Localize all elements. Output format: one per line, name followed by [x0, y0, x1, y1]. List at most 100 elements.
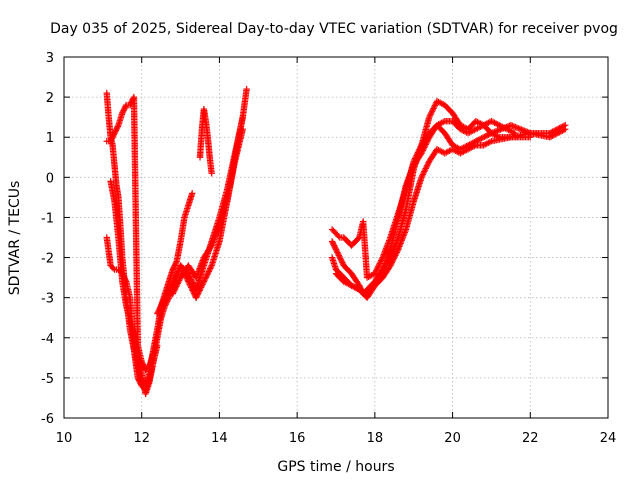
- data-point: [207, 243, 214, 251]
- data-point: [202, 274, 210, 281]
- data-point: [481, 133, 488, 141]
- data-point: [430, 105, 437, 112]
- data-point: [239, 126, 246, 133]
- data-point: [416, 144, 424, 152]
- data-point: [521, 127, 528, 134]
- data-point: [155, 307, 162, 314]
- data-point: [372, 268, 379, 276]
- data-point: [393, 249, 400, 256]
- data-point: [527, 134, 534, 141]
- data-point: [390, 256, 397, 263]
- data-point: [479, 134, 487, 141]
- data-point: [373, 266, 381, 273]
- data-point: [335, 232, 342, 240]
- data-point: [387, 260, 395, 268]
- data-point: [189, 279, 196, 286]
- x-tick-labels: 10 12 14 16 18 20 22 24: [56, 431, 617, 446]
- data-point: [169, 278, 176, 285]
- data-point: [387, 262, 394, 269]
- data-point: [333, 247, 340, 255]
- data-point: [510, 123, 518, 130]
- y-tick-label: -4: [41, 332, 54, 347]
- data-point: [394, 247, 401, 255]
- data-point: [171, 287, 178, 294]
- data-point: [418, 174, 425, 181]
- y-tick-label: 1: [46, 131, 54, 146]
- data-point: [332, 244, 339, 252]
- data-point: [560, 122, 568, 130]
- x-tick-label: 16: [289, 431, 306, 446]
- data-point: [204, 271, 211, 278]
- data-point: [411, 155, 419, 162]
- data-point: [423, 163, 430, 171]
- data-point: [431, 103, 438, 111]
- y-tick-label: -6: [41, 412, 54, 427]
- data-point: [390, 255, 398, 262]
- data-point: [423, 162, 431, 169]
- data-point: [187, 274, 194, 282]
- data-point: [421, 168, 428, 175]
- data-point: [485, 131, 492, 138]
- data-point: [509, 122, 516, 130]
- data-point: [516, 125, 524, 133]
- data-point: [482, 132, 489, 140]
- data-point: [421, 166, 429, 174]
- x-tick-label: 12: [133, 431, 150, 446]
- data-point: [173, 271, 180, 278]
- y-tick-label: -2: [41, 252, 54, 267]
- x-tick-label: 18: [367, 431, 384, 446]
- data-point: [173, 281, 181, 289]
- data-point: [198, 282, 205, 290]
- data-point: [196, 287, 203, 294]
- series-track-i: [328, 97, 569, 297]
- data-point: [171, 286, 179, 293]
- data-point: [186, 273, 193, 280]
- data-point: [416, 146, 423, 153]
- data-points: [103, 85, 569, 398]
- data-point: [522, 128, 530, 135]
- data-point: [175, 266, 182, 274]
- data-point: [491, 128, 498, 136]
- data-point: [411, 156, 418, 164]
- data-point: [173, 269, 181, 277]
- data-point: [546, 130, 553, 137]
- y-tick-label: -1: [41, 211, 54, 226]
- data-point: [202, 275, 209, 282]
- data-point: [391, 253, 398, 261]
- data-point: [426, 113, 433, 121]
- y-tick-label: 0: [46, 171, 54, 186]
- data-point: [163, 291, 170, 298]
- chart-title: Day 035 of 2025, Sidereal Day-to-day VTE…: [50, 21, 618, 37]
- data-point: [172, 284, 179, 292]
- data-point: [194, 291, 201, 298]
- x-tick-label: 20: [444, 431, 461, 446]
- series-track-h: [192, 126, 246, 301]
- data-point: [197, 285, 204, 293]
- data-point: [389, 258, 396, 265]
- series-track-k: [332, 134, 534, 301]
- data-point: [334, 249, 341, 256]
- series-track-c: [103, 93, 157, 374]
- data-point: [427, 111, 434, 118]
- data-point: [518, 126, 525, 133]
- data-point: [175, 278, 182, 286]
- data-point: [418, 172, 426, 180]
- data-point: [207, 265, 214, 272]
- data-point: [410, 158, 417, 165]
- data-point: [549, 128, 556, 135]
- data-point: [492, 128, 500, 135]
- data-point: [388, 259, 396, 266]
- data-point: [562, 121, 569, 129]
- data-point: [156, 306, 163, 313]
- data-point: [174, 280, 181, 287]
- data-point: [375, 263, 382, 270]
- data-point: [426, 112, 434, 119]
- data-point: [419, 171, 427, 178]
- y-tick-label: -3: [41, 292, 54, 307]
- data-point: [168, 279, 176, 287]
- data-point: [334, 250, 342, 258]
- data-point: [428, 108, 436, 115]
- data-point: [189, 190, 196, 197]
- data-point: [114, 123, 121, 130]
